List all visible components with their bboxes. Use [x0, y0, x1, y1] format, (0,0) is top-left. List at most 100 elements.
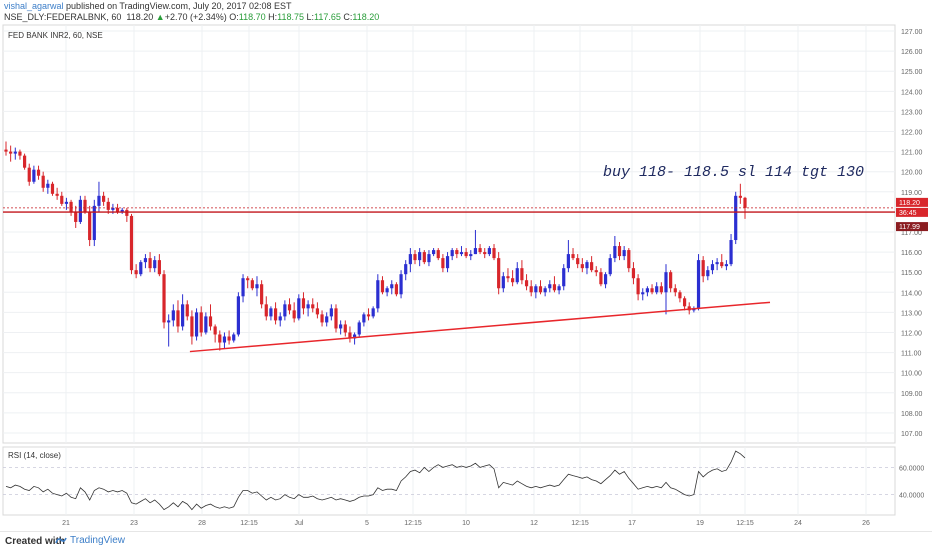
- candle-body: [153, 260, 157, 269]
- candle-body: [218, 334, 222, 343]
- time-axis-label: 12:15: [404, 520, 422, 527]
- price-chart[interactable]: 127.00 126.00 125.00 124.00 123.00 122.00 121.…: [0, 0, 932, 531]
- candle-body: [408, 254, 412, 265]
- candle-body: [436, 250, 440, 259]
- publisher-username[interactable]: vishal_agarwal: [4, 1, 64, 11]
- symbol-header: NSE_DLY:FEDERALBNK, 60 118.20 ▲+2.70 (+2…: [4, 12, 379, 22]
- candle-body: [650, 288, 654, 293]
- candle-body: [236, 296, 240, 335]
- time-axis-label: 12:15: [240, 520, 258, 527]
- candle-body: [738, 195, 742, 198]
- candle-body: [74, 211, 78, 222]
- open-value: 118.70: [238, 12, 266, 22]
- candle-body: [311, 304, 315, 309]
- candle-body: [283, 304, 287, 317]
- candle-body: [301, 298, 306, 309]
- candle-body: [106, 201, 110, 210]
- candle-body: [92, 205, 96, 241]
- candle-body: [22, 155, 27, 168]
- candle-body: [385, 288, 389, 293]
- candle-body: [148, 258, 152, 269]
- publish-header: vishal_agarwal published on TradingView.…: [4, 1, 292, 11]
- candle-body: [27, 167, 31, 182]
- candle-body: [464, 252, 468, 257]
- candle-body: [622, 250, 626, 257]
- candle-body: [594, 270, 598, 273]
- time-axis-label: Jul: [295, 520, 304, 527]
- candle-body: [492, 248, 496, 259]
- time-axis-label: 26: [862, 520, 870, 527]
- candle-body: [487, 248, 491, 255]
- candle-body: [208, 316, 213, 327]
- price-axis-label: 117.00: [901, 230, 922, 237]
- candle-body: [394, 284, 399, 295]
- candle-body: [483, 252, 487, 255]
- time-axis-label: 10: [462, 520, 470, 527]
- candle-body: [36, 169, 41, 176]
- created-with-label: Created with: [5, 536, 66, 547]
- candle-body: [185, 304, 189, 317]
- candle-body: [562, 268, 566, 287]
- candle-body: [445, 256, 450, 269]
- published-text: published on TradingView.com, July 20, 2…: [63, 1, 292, 11]
- candle-body: [404, 264, 408, 275]
- candle-body: [743, 197, 747, 208]
- candle-body: [734, 195, 738, 241]
- candle-body: [399, 274, 403, 295]
- time-axis-label: 12:15: [571, 520, 589, 527]
- candle-body: [631, 268, 636, 279]
- low-value: 117.65: [314, 12, 341, 22]
- price-axis-label: 113.00: [901, 310, 922, 317]
- candle-body: [724, 264, 729, 267]
- level-price-badge: 117.99: [899, 224, 920, 231]
- candle-body: [543, 288, 547, 293]
- candle-body: [645, 288, 649, 293]
- candle-body: [473, 248, 478, 255]
- candle-body: [501, 276, 505, 289]
- candle-body: [69, 201, 73, 212]
- price-axis-label: 115.00: [901, 270, 922, 277]
- footer: Created with TradingView: [0, 531, 932, 551]
- candle-body: [32, 169, 36, 182]
- candle-body: [706, 270, 710, 277]
- candle-body: [4, 149, 8, 152]
- candle-body: [339, 324, 343, 329]
- tradingview-logo-icon: [55, 537, 67, 544]
- candle-body: [715, 262, 719, 265]
- candle-body: [720, 262, 724, 267]
- candle-body: [190, 316, 194, 337]
- candle-body: [566, 254, 570, 269]
- candle-body: [269, 308, 273, 317]
- candle-body: [325, 316, 329, 323]
- candle-body: [264, 304, 268, 317]
- candle-body: [157, 260, 161, 275]
- candle-body: [352, 334, 357, 339]
- time-axis-label: 12: [530, 520, 538, 527]
- candle-body: [64, 201, 69, 204]
- candle-body: [613, 246, 617, 259]
- candle-body: [520, 268, 524, 281]
- candle-body: [548, 284, 552, 289]
- rsi-panel: [2, 446, 896, 516]
- candle-body: [497, 258, 501, 289]
- candle-body: [576, 258, 580, 265]
- candle-body: [506, 276, 510, 279]
- candle-body: [134, 270, 138, 275]
- candle-body: [88, 211, 92, 241]
- candle-body: [524, 280, 529, 287]
- candle-body: [455, 250, 459, 255]
- tradingview-brand[interactable]: TradingView: [70, 535, 126, 546]
- time-axis-label: 5: [365, 520, 369, 527]
- main-panel: [2, 24, 896, 444]
- chart-title: FED BANK INR2, 60, NSE: [8, 31, 103, 40]
- candle-body: [111, 207, 115, 210]
- candle-body: [250, 280, 254, 289]
- candle-body: [143, 258, 148, 263]
- rsi-line: [5, 450, 746, 511]
- price-axis-label: 126.00: [901, 49, 923, 56]
- candle-body: [380, 280, 385, 293]
- candle-body: [204, 316, 208, 333]
- candle-body: [636, 278, 640, 295]
- change-arrow-icon: ▲: [155, 12, 165, 22]
- price-axis-label: 109.00: [901, 391, 923, 398]
